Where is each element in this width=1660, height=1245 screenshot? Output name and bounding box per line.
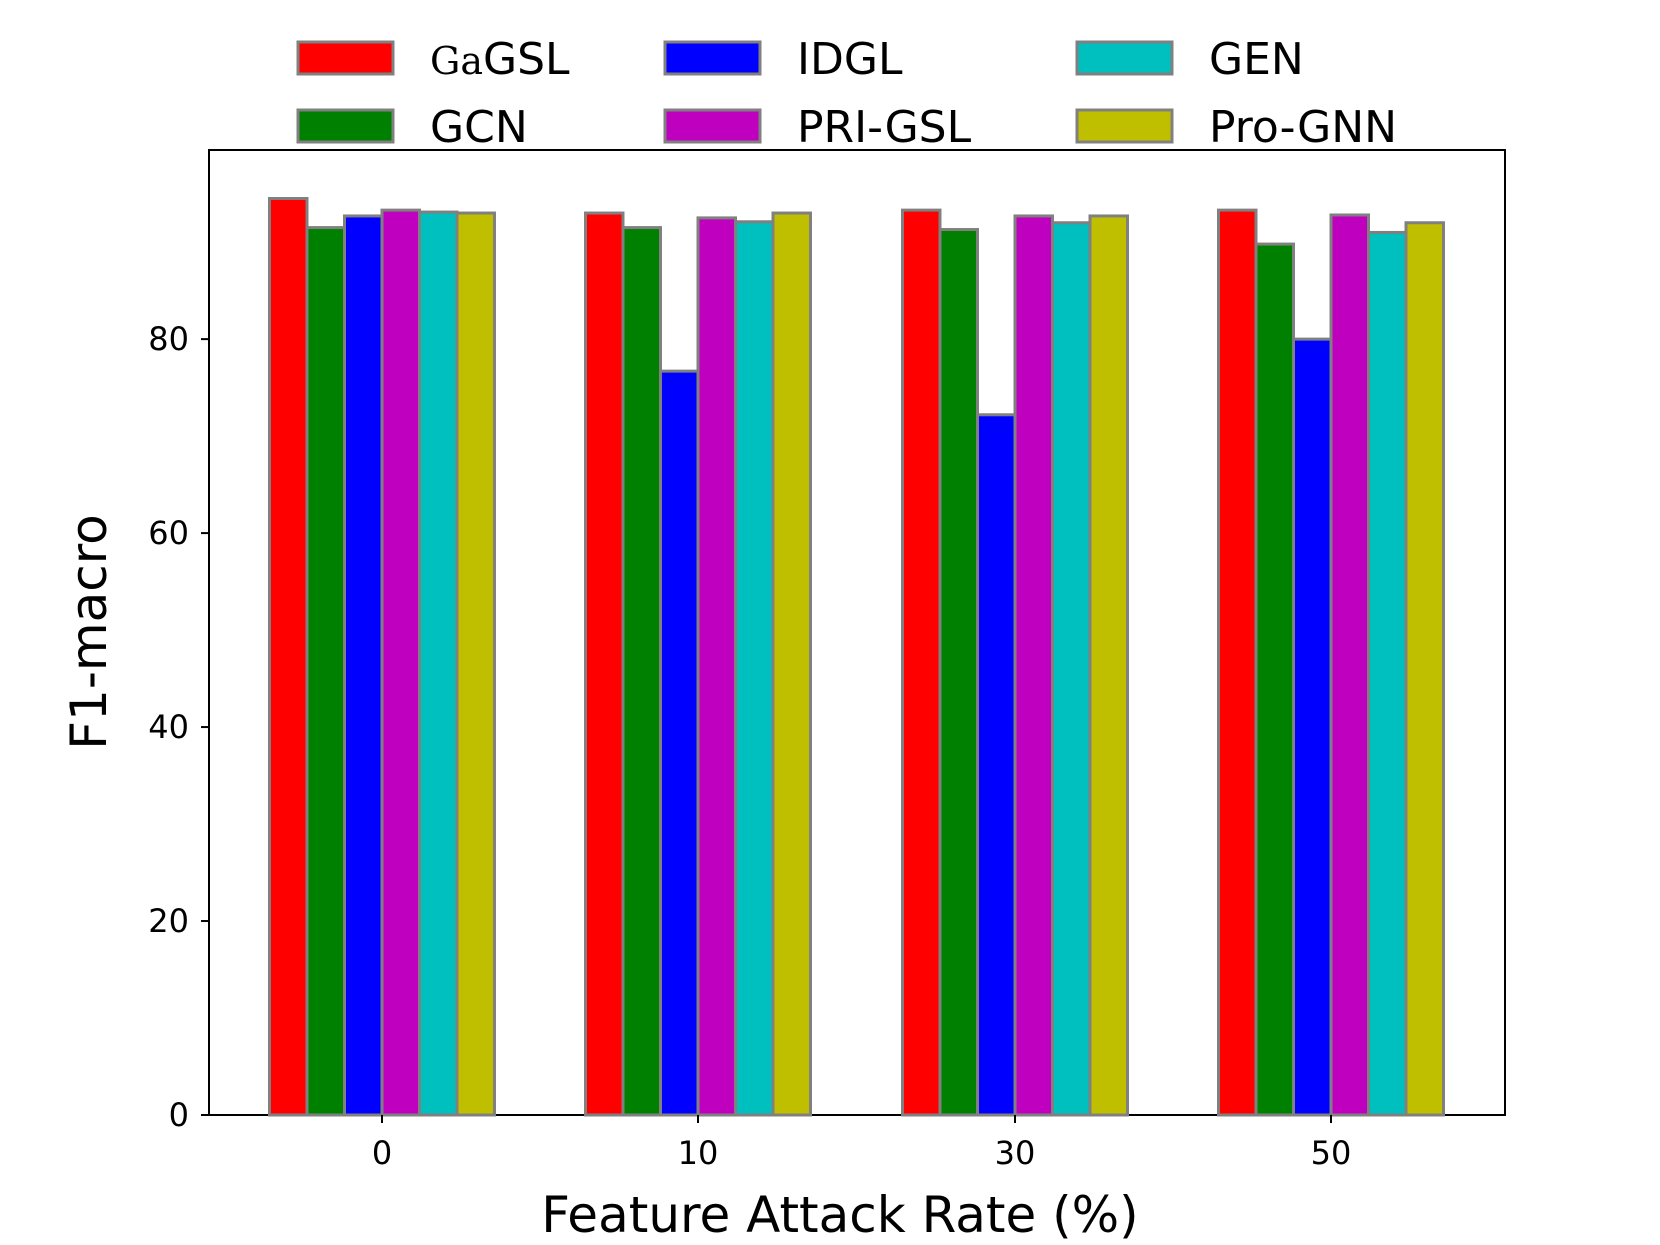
legend-swatch-idgl	[663, 40, 762, 76]
y-tick-label: 20	[148, 902, 189, 940]
bar-pro-gnn-50	[1404, 221, 1445, 1117]
y-tick-label: 40	[148, 708, 189, 746]
bar-pri-gsl-0	[380, 208, 421, 1117]
x-tick-label: 10	[678, 1134, 719, 1172]
bar-gcn-0	[305, 226, 346, 1117]
y-tick-label: 0	[169, 1096, 189, 1134]
bar-idgl-10	[659, 369, 700, 1117]
x-axis: 0 10 30 50	[372, 1115, 1352, 1172]
x-tick-label: 0	[372, 1134, 392, 1172]
bar-gagsl-10	[584, 211, 625, 1117]
legend-swatch-pro-gnn	[1075, 108, 1174, 144]
y-tick-label: 80	[148, 320, 189, 358]
plot-frame	[208, 149, 1506, 1116]
bar-gen-50	[1367, 230, 1408, 1117]
bar-idgl-0	[343, 214, 384, 1117]
bar-gcn-50	[1254, 242, 1295, 1117]
bar-pri-gsl-30	[1013, 214, 1054, 1117]
bar-pri-gsl-50	[1329, 213, 1370, 1117]
bar-gagsl-0	[268, 196, 309, 1117]
x-tick-label: 30	[995, 1134, 1036, 1172]
legend-label-gcn: GCN	[430, 102, 528, 153]
bar-pro-gnn-10	[771, 211, 812, 1117]
bar-gagsl-30	[901, 208, 942, 1117]
y-axis-title: F1-macro	[60, 514, 118, 750]
x-tick-label: 50	[1311, 1134, 1352, 1172]
bar-idgl-50	[1292, 337, 1333, 1117]
legend-label-idgl: IDGL	[797, 34, 903, 85]
legend-label-gagsl: GaGSL	[430, 34, 570, 85]
legend-label-pri-gsl: PRI-GSL	[797, 102, 972, 153]
y-tick-label: 60	[148, 514, 189, 552]
legend-label-pro-gnn: Pro-GNN	[1209, 102, 1397, 153]
bar-pri-gsl-10	[696, 216, 737, 1117]
bars-group	[268, 196, 1445, 1117]
bar-gcn-10	[621, 226, 662, 1117]
bar-gagsl-50	[1217, 208, 1258, 1117]
bar-gen-0	[418, 210, 459, 1117]
bar-pro-gnn-30	[1088, 214, 1129, 1117]
legend-swatch-gagsl	[296, 40, 395, 76]
bar-gcn-30	[938, 228, 979, 1117]
legend-swatch-pri-gsl	[663, 108, 762, 144]
bar-gen-30	[1051, 221, 1092, 1117]
y-axis: 0 20 40 60 80	[148, 320, 209, 1134]
bar-gen-10	[734, 220, 775, 1117]
legend-label-gen: GEN	[1209, 34, 1304, 85]
bar-pro-gnn-0	[455, 211, 496, 1117]
x-axis-title: Feature Attack Rate (%)	[541, 1186, 1138, 1244]
legend-swatch-gen	[1075, 40, 1174, 76]
legend: GaGSL GCN IDGL PRI-GSL GEN Pro-GNN	[296, 34, 1397, 153]
bar-idgl-30	[976, 413, 1017, 1117]
legend-swatch-gcn	[296, 108, 395, 144]
